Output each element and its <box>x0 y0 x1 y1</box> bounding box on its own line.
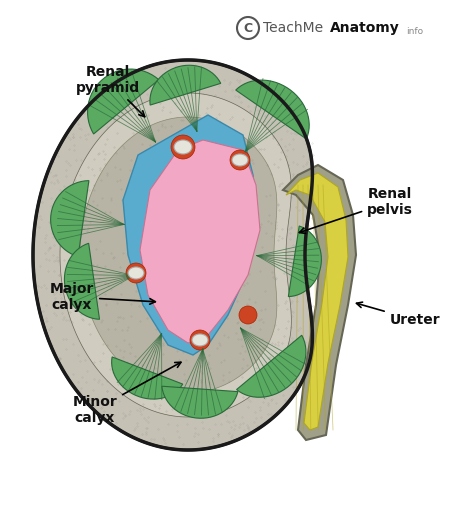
Polygon shape <box>88 69 159 134</box>
Polygon shape <box>286 173 348 430</box>
Circle shape <box>171 135 195 159</box>
Text: Ureter: Ureter <box>356 302 440 327</box>
Ellipse shape <box>174 140 192 154</box>
Ellipse shape <box>128 267 144 279</box>
Text: Renal
pyramid: Renal pyramid <box>76 65 145 117</box>
Ellipse shape <box>192 334 208 346</box>
Circle shape <box>190 330 210 350</box>
Polygon shape <box>64 243 100 319</box>
Polygon shape <box>123 115 258 355</box>
Circle shape <box>126 263 146 283</box>
Text: TeachMe: TeachMe <box>263 21 323 35</box>
Text: Renal
pelvis: Renal pelvis <box>300 187 413 233</box>
Polygon shape <box>288 226 321 296</box>
Polygon shape <box>237 335 306 397</box>
Text: Anatomy: Anatomy <box>330 21 400 35</box>
Polygon shape <box>162 386 238 418</box>
Polygon shape <box>51 181 89 257</box>
Polygon shape <box>112 357 183 399</box>
Polygon shape <box>80 117 277 393</box>
Text: Major
calyx: Major calyx <box>50 282 155 312</box>
Text: C: C <box>244 22 253 34</box>
Polygon shape <box>150 65 221 105</box>
Polygon shape <box>60 93 292 417</box>
Circle shape <box>239 306 257 324</box>
Circle shape <box>230 150 250 170</box>
Ellipse shape <box>232 154 248 166</box>
Polygon shape <box>283 165 356 440</box>
Text: info: info <box>406 27 423 35</box>
Polygon shape <box>33 60 312 450</box>
Polygon shape <box>236 80 309 139</box>
Text: Minor
calyx: Minor calyx <box>73 362 181 425</box>
Polygon shape <box>140 140 260 343</box>
